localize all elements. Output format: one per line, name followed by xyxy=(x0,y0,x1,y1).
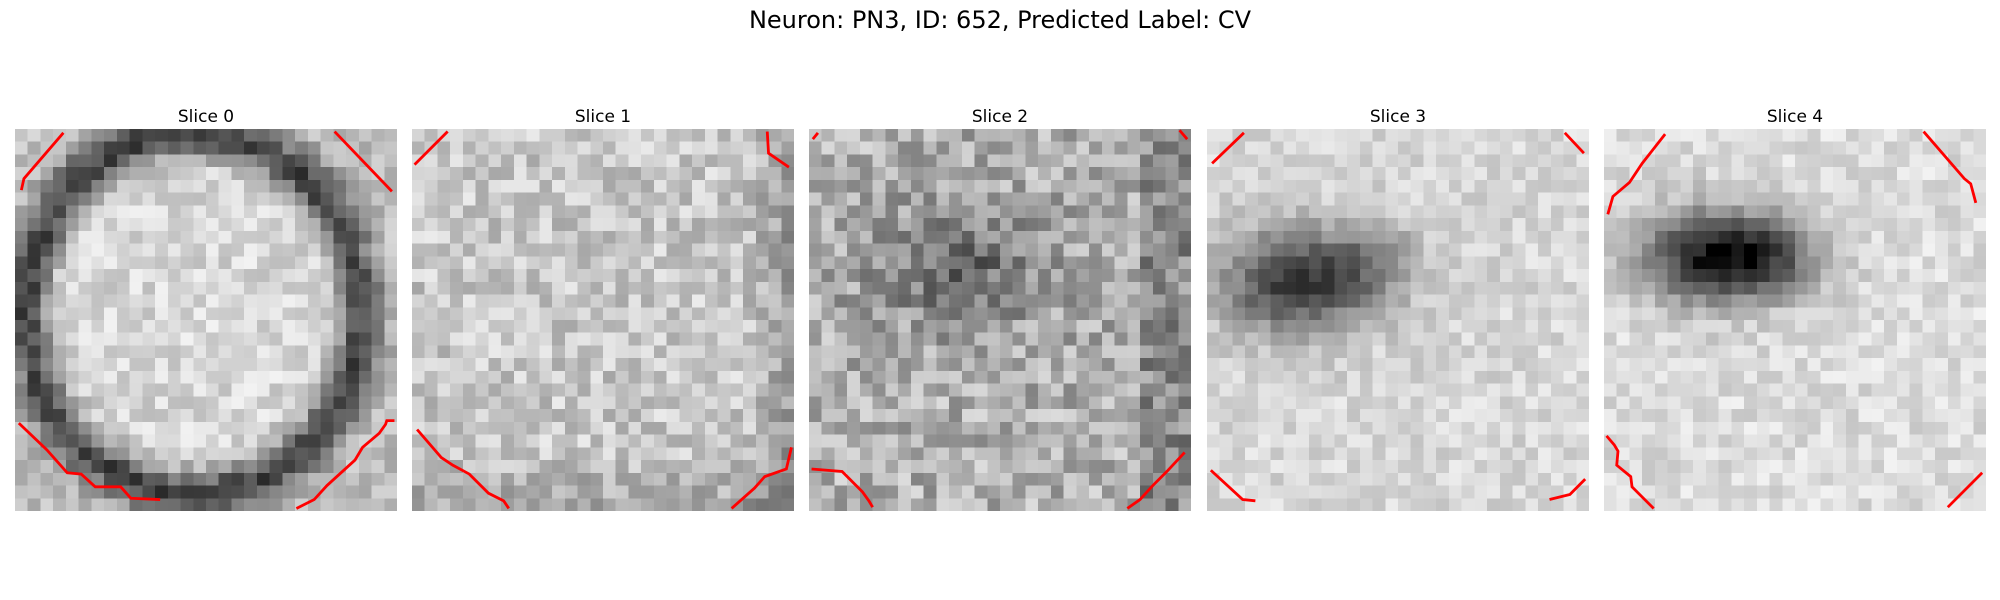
slice-image xyxy=(412,129,794,511)
contour-line xyxy=(333,130,393,193)
slice-panel-1: Slice 1 xyxy=(412,105,794,511)
contour-line xyxy=(1126,451,1186,510)
contour-line xyxy=(1605,434,1655,510)
contour-line xyxy=(295,419,395,510)
contour-line xyxy=(1563,131,1585,155)
slice-image xyxy=(1207,129,1589,511)
contour-line xyxy=(730,447,793,510)
slice-panel-3: Slice 3 xyxy=(1207,105,1589,511)
slice-panel-2: Slice 2 xyxy=(809,105,1191,511)
contour-line xyxy=(1922,130,1978,204)
slice-image xyxy=(809,129,1191,511)
contour-line xyxy=(19,131,65,191)
contour-line xyxy=(765,131,790,169)
slice-image xyxy=(1604,129,1986,511)
contour-line xyxy=(1211,131,1245,165)
pixel-grid xyxy=(809,129,1191,511)
pixel-grid xyxy=(15,129,397,511)
slice-title: Slice 4 xyxy=(1766,107,1824,127)
pixel-grid xyxy=(1604,129,1986,511)
contour-line xyxy=(413,130,449,166)
contour-line xyxy=(1606,133,1667,215)
contour-line xyxy=(1209,469,1256,503)
slice-image xyxy=(15,129,397,511)
contour-line xyxy=(811,467,874,508)
slice-panel-0: Slice 0 xyxy=(15,105,397,511)
slice-title: Slice 1 xyxy=(574,107,632,127)
contour-line xyxy=(416,428,510,510)
contour-line xyxy=(17,422,161,501)
pixel-grid xyxy=(412,129,794,511)
contour-line xyxy=(811,131,820,141)
slice-title: Slice 0 xyxy=(177,107,235,127)
figure-title: Neuron: PN3, ID: 652, Predicted Label: C… xyxy=(748,6,1252,34)
contour-line xyxy=(1549,478,1587,501)
slice-panel-4: Slice 4 xyxy=(1604,105,1986,511)
contour-line xyxy=(1946,471,1984,509)
slice-title: Slice 2 xyxy=(971,107,1029,127)
pixel-grid xyxy=(1207,129,1589,511)
slice-title: Slice 3 xyxy=(1369,107,1427,127)
contour-line xyxy=(1178,129,1189,141)
